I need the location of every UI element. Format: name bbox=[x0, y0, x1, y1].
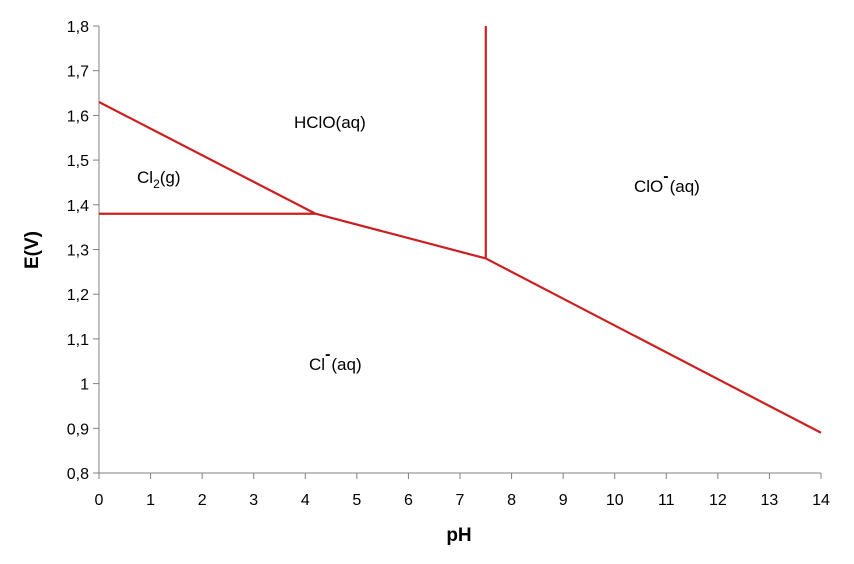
boundary-line bbox=[315, 212, 487, 260]
x-tick-label: 6 bbox=[404, 492, 413, 509]
region-label-hclo: HClO(aq) bbox=[294, 113, 366, 132]
x-tick-label: 11 bbox=[658, 492, 675, 509]
y-tick-label: 1,4 bbox=[67, 198, 89, 215]
boundary-line bbox=[98, 101, 317, 215]
region-label-clo-minus: ClO-(aq) bbox=[634, 168, 700, 196]
x-tick-label: 4 bbox=[301, 492, 310, 509]
x-tick-label: 2 bbox=[198, 492, 207, 509]
y-tick-label: 1,3 bbox=[67, 243, 89, 260]
x-ticks: 0 1 2 3 4 5 6 7 8 9 10 11 12 13 14 bbox=[95, 473, 830, 509]
axes bbox=[98, 26, 821, 474]
series-lines bbox=[98, 26, 822, 434]
y-ticks: 0,8 0,9 1 1,1 1,2 1,3 1,4 1,5 1,6 1,7 1,8 bbox=[67, 19, 99, 483]
x-tick-label: 12 bbox=[709, 492, 727, 509]
x-tick-label: 0 bbox=[95, 492, 104, 509]
y-tick-label: 0,8 bbox=[67, 466, 89, 483]
y-tick-label: 1,6 bbox=[67, 108, 89, 125]
y-tick-label: 1,5 bbox=[67, 153, 89, 170]
x-tick-label: 13 bbox=[761, 492, 779, 509]
x-tick-label: 7 bbox=[456, 492, 465, 509]
y-tick-label: 1,7 bbox=[67, 64, 89, 81]
x-tick-label: 14 bbox=[812, 492, 830, 509]
region-label-cl-minus: Cl-(aq) bbox=[309, 346, 362, 374]
y-tick-label: 0,9 bbox=[67, 421, 89, 438]
x-tick-label: 5 bbox=[352, 492, 361, 509]
y-axis-title: E(V) bbox=[22, 231, 43, 269]
x-axis-title: pH bbox=[446, 525, 471, 546]
x-tick-label: 1 bbox=[146, 492, 155, 509]
x-tick-label: 8 bbox=[507, 492, 516, 509]
y-tick-label: 1,2 bbox=[67, 287, 89, 304]
y-tick-label: 1,8 bbox=[67, 19, 89, 36]
y-tick-label: 1,1 bbox=[67, 332, 89, 349]
region-label-cl2-gas: Cl2(g) bbox=[137, 168, 181, 191]
y-tick-label: 1 bbox=[80, 377, 89, 394]
x-tick-label: 9 bbox=[559, 492, 568, 509]
x-tick-label: 3 bbox=[249, 492, 258, 509]
boundary-line bbox=[485, 257, 822, 434]
x-tick-label: 10 bbox=[606, 492, 624, 509]
